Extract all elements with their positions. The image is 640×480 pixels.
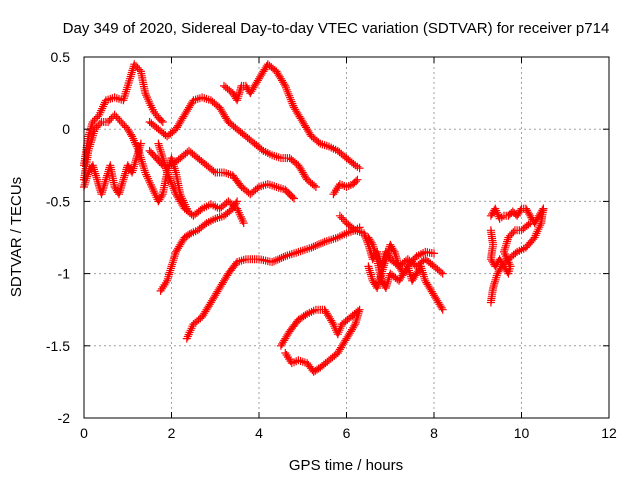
series-track-e — [220, 60, 364, 173]
data-point-markers — [276, 305, 364, 376]
series-track-c — [145, 93, 320, 191]
tick-labels: 0 2 4 6 8 10 12 0.5 0 -0.5 -1 -1.5 -2 — [46, 49, 617, 441]
y-axis-label: SDTVAR / TECUs — [8, 177, 25, 297]
y-tick-label: -2 — [58, 410, 71, 426]
data-point-markers — [220, 60, 364, 173]
y-tick-label: 0.5 — [51, 49, 71, 65]
plot-frame — [83, 56, 610, 419]
y-tick-label: -0.5 — [46, 193, 70, 209]
series-track-n — [364, 233, 438, 292]
data-point-markers — [145, 93, 320, 191]
data-point-markers — [486, 219, 535, 278]
x-tick-label: 4 — [255, 425, 263, 441]
chart-title: Day 349 of 2020, Sidereal Day-to-day VTE… — [63, 20, 610, 37]
series-track-q — [486, 219, 535, 278]
series-track-j — [276, 305, 364, 376]
data-point-markers — [145, 146, 298, 203]
x-tick-label: 6 — [343, 425, 351, 441]
data-point-markers — [486, 204, 548, 228]
data-point-markers — [182, 223, 364, 343]
y-tick-label: 0 — [62, 121, 70, 137]
data-point-markers — [156, 197, 242, 295]
series-track-k — [329, 175, 362, 199]
x-tick-label: 10 — [514, 425, 530, 441]
data-point-markers — [329, 175, 362, 199]
series-track-d — [145, 146, 298, 203]
y-tick-label: -1.5 — [46, 338, 70, 354]
series-track-i — [182, 223, 364, 343]
data-point-markers — [154, 139, 248, 228]
series-track-h — [156, 197, 242, 295]
x-axis-label: GPS time / hours — [289, 457, 403, 474]
x-tick-label: 12 — [601, 425, 617, 441]
x-tick-label: 8 — [430, 425, 438, 441]
grid — [84, 57, 609, 418]
series-track-o — [486, 204, 548, 228]
data-point-markers — [364, 233, 438, 292]
x-tick-label: 0 — [80, 425, 88, 441]
data-points — [80, 60, 548, 376]
y-tick-label: -1 — [58, 266, 71, 282]
series-track-g — [154, 139, 248, 228]
x-tick-label: 2 — [168, 425, 176, 441]
